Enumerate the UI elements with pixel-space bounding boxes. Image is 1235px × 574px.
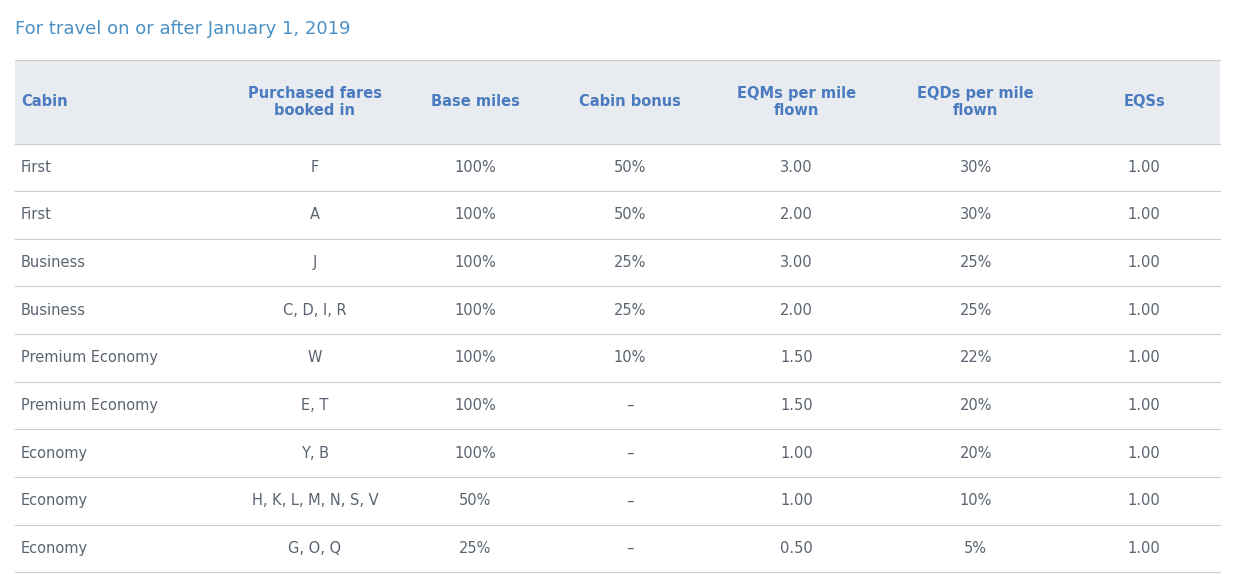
Text: Business: Business: [21, 255, 86, 270]
Text: For travel on or after January 1, 2019: For travel on or after January 1, 2019: [15, 20, 351, 38]
Text: 1.00: 1.00: [1128, 493, 1161, 509]
Text: –: –: [626, 493, 634, 509]
Text: 1.00: 1.00: [781, 493, 813, 509]
Text: 22%: 22%: [960, 350, 992, 366]
Text: 1.00: 1.00: [1128, 398, 1161, 413]
Text: EQSs: EQSs: [1124, 94, 1165, 110]
Text: F: F: [311, 160, 319, 175]
Text: 10%: 10%: [960, 493, 992, 509]
Text: Purchased fares
booked in: Purchased fares booked in: [248, 86, 382, 118]
Text: 20%: 20%: [960, 398, 992, 413]
Text: 3.00: 3.00: [781, 160, 813, 175]
Text: 100%: 100%: [454, 445, 496, 461]
Text: 1.00: 1.00: [1128, 255, 1161, 270]
Text: –: –: [626, 398, 634, 413]
Text: 25%: 25%: [960, 302, 992, 318]
Text: 100%: 100%: [454, 398, 496, 413]
Text: 5%: 5%: [965, 541, 987, 556]
Text: 1.00: 1.00: [1128, 302, 1161, 318]
Text: E, T: E, T: [301, 398, 329, 413]
Text: First: First: [21, 207, 52, 223]
Text: W: W: [308, 350, 322, 366]
Text: 50%: 50%: [614, 160, 646, 175]
Text: First: First: [21, 160, 52, 175]
Text: Premium Economy: Premium Economy: [21, 350, 158, 366]
Text: Cabin: Cabin: [21, 94, 68, 110]
Text: Business: Business: [21, 302, 86, 318]
Text: 1.00: 1.00: [1128, 207, 1161, 223]
Text: 1.00: 1.00: [1128, 160, 1161, 175]
Text: 2.00: 2.00: [781, 207, 813, 223]
Text: 1.50: 1.50: [781, 398, 813, 413]
Text: 100%: 100%: [454, 350, 496, 366]
Text: 25%: 25%: [614, 302, 646, 318]
Text: 50%: 50%: [459, 493, 492, 509]
Text: 0.50: 0.50: [781, 541, 813, 556]
Text: H, K, L, M, N, S, V: H, K, L, M, N, S, V: [252, 493, 378, 509]
Text: Economy: Economy: [21, 541, 88, 556]
Text: 25%: 25%: [614, 255, 646, 270]
Text: 30%: 30%: [960, 160, 992, 175]
Text: J: J: [312, 255, 317, 270]
Text: –: –: [626, 541, 634, 556]
Text: Premium Economy: Premium Economy: [21, 398, 158, 413]
Text: 1.00: 1.00: [1128, 541, 1161, 556]
Text: Economy: Economy: [21, 493, 88, 509]
Text: 1.50: 1.50: [781, 350, 813, 366]
Text: 1.00: 1.00: [781, 445, 813, 461]
Text: EQDs per mile
flown: EQDs per mile flown: [918, 86, 1034, 118]
Text: 2.00: 2.00: [781, 302, 813, 318]
Text: 100%: 100%: [454, 160, 496, 175]
Text: 25%: 25%: [960, 255, 992, 270]
Text: –: –: [626, 445, 634, 461]
Text: A: A: [310, 207, 320, 223]
Text: 10%: 10%: [614, 350, 646, 366]
Text: C, D, I, R: C, D, I, R: [283, 302, 347, 318]
Text: 1.00: 1.00: [1128, 445, 1161, 461]
Text: 25%: 25%: [459, 541, 492, 556]
Text: Base miles: Base miles: [431, 94, 520, 110]
Text: 100%: 100%: [454, 255, 496, 270]
Text: Y, B: Y, B: [301, 445, 329, 461]
Text: 1.00: 1.00: [1128, 350, 1161, 366]
Text: 30%: 30%: [960, 207, 992, 223]
Text: 100%: 100%: [454, 207, 496, 223]
Text: 50%: 50%: [614, 207, 646, 223]
Text: G, O, Q: G, O, Q: [288, 541, 342, 556]
Text: Economy: Economy: [21, 445, 88, 461]
Text: EQMs per mile
flown: EQMs per mile flown: [737, 86, 856, 118]
Text: Cabin bonus: Cabin bonus: [579, 94, 680, 110]
Text: 100%: 100%: [454, 302, 496, 318]
Text: 20%: 20%: [960, 445, 992, 461]
Text: 3.00: 3.00: [781, 255, 813, 270]
